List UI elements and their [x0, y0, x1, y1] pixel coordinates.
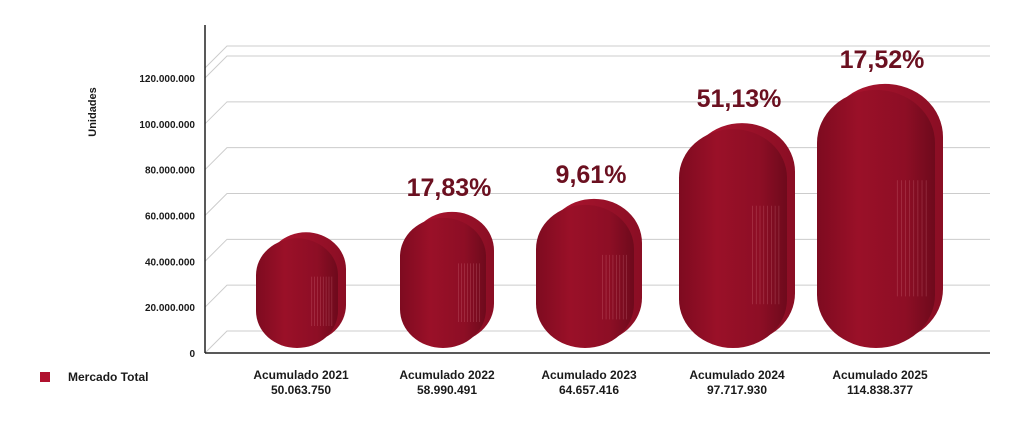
x-tick-label: Acumulado 2023: [541, 368, 637, 382]
bar: [256, 232, 346, 348]
data-label: 97.717.930: [707, 383, 767, 397]
y-tick-labels: 0 20.000.000 40.000.000 60.000.000 80.000.00…: [139, 74, 195, 360]
bar: [817, 83, 943, 348]
x-tick-label: Acumulado 2022: [399, 368, 495, 382]
bar: [536, 198, 642, 348]
legend-label: Mercado Total: [68, 370, 148, 384]
growth-label: 17,52%: [840, 46, 925, 74]
bar-face: [679, 129, 787, 348]
bar-face: [400, 217, 486, 348]
y-tick-label: 80.000.000: [145, 166, 195, 177]
bar-face: [817, 89, 935, 348]
growth-label: 17,83%: [407, 174, 492, 202]
growth-label: 51,13%: [697, 85, 782, 113]
legend-swatch: [40, 372, 50, 382]
growth-label: 9,61%: [556, 161, 627, 189]
data-label: 50.063.750: [271, 383, 331, 397]
bar: [400, 211, 494, 348]
x-tick-label: Acumulado 2021: [253, 368, 349, 382]
y-axis-title: Unidades: [87, 87, 99, 137]
y-tick-label: 40.000.000: [145, 257, 195, 268]
y-tick-label: 0: [189, 349, 195, 360]
y-tick-label: 60.000.000: [145, 212, 195, 223]
gridline: [204, 55, 990, 79]
growth-labels: 17,83% 9,61% 51,13% 17,52%: [407, 46, 925, 202]
legend: Mercado Total: [40, 370, 148, 384]
gridline: [204, 101, 990, 125]
y-tick-label: 120.000.000: [139, 74, 195, 85]
bar-face: [256, 238, 338, 348]
x-tick-label: Acumulado 2024: [689, 368, 785, 382]
gridline: [204, 45, 990, 69]
data-label: 114.838.377: [847, 383, 913, 397]
gridlines: [204, 45, 990, 354]
axes: [204, 25, 990, 354]
data-label: 64.657.416: [559, 383, 619, 397]
bar-face: [536, 204, 634, 348]
x-tick-label: Acumulado 2025: [832, 368, 928, 382]
y-tick-label: 100.000.000: [139, 120, 195, 131]
y-tick-label: 20.000.000: [145, 303, 195, 314]
bars: [256, 83, 943, 348]
bar: [679, 123, 795, 348]
data-label: 58.990.491: [417, 383, 477, 397]
